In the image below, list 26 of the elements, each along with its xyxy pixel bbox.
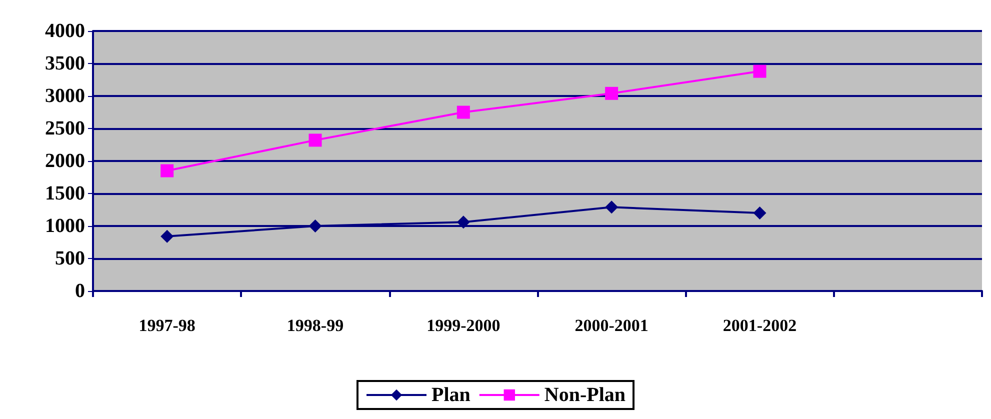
y-tick-label: 4000 <box>45 20 85 42</box>
point <box>753 206 766 220</box>
y-tick-label: 500 <box>55 248 85 270</box>
point <box>308 134 322 147</box>
point <box>160 164 174 178</box>
y-tick-label: 2000 <box>45 150 85 172</box>
point <box>456 106 470 119</box>
legend-label: Plan <box>431 384 470 406</box>
y-tick-label: 1000 <box>45 215 85 237</box>
point <box>160 230 174 243</box>
y-tick-label: 0 <box>75 280 85 302</box>
y-tick-label: 1500 <box>45 182 85 204</box>
point <box>753 64 766 78</box>
x-tick-label: 1998-99 <box>286 316 344 335</box>
point <box>605 200 618 214</box>
point <box>456 216 470 229</box>
y-tick-label: 3500 <box>45 52 85 74</box>
y-tick-label: 2500 <box>45 118 85 140</box>
x-tick-label: 2001-2002 <box>722 316 797 335</box>
legend-label: Non-Plan <box>544 384 626 406</box>
point <box>308 220 322 232</box>
x-tick-label: 1999-2000 <box>426 316 500 335</box>
x-tick-label: 1997-98 <box>138 316 196 335</box>
y-tick-label: 3000 <box>45 85 85 107</box>
point <box>605 86 618 100</box>
x-tick-label: 2000-2001 <box>574 316 648 335</box>
